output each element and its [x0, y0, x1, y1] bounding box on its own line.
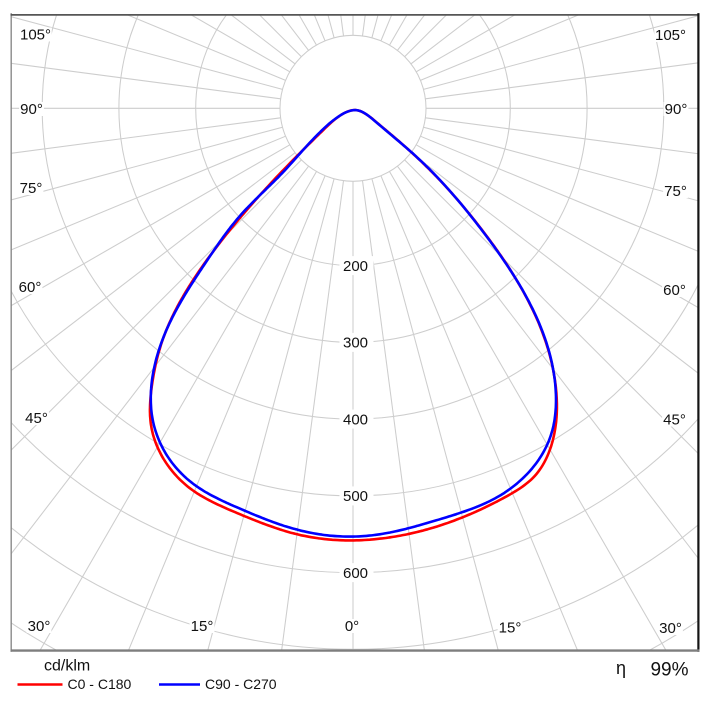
svg-text:105°: 105° [655, 27, 686, 44]
svg-text:15°: 15° [499, 620, 522, 637]
svg-text:90°: 90° [665, 101, 688, 118]
svg-text:cd/klm: cd/klm [44, 658, 90, 675]
svg-text:600: 600 [343, 565, 368, 582]
svg-text:75°: 75° [664, 183, 687, 200]
svg-text:500: 500 [343, 488, 368, 505]
svg-text:45°: 45° [25, 410, 48, 427]
svg-text:C0 - C180: C0 - C180 [68, 676, 132, 692]
svg-text:300: 300 [343, 335, 368, 352]
svg-text:60°: 60° [19, 279, 42, 296]
svg-text:90°: 90° [20, 101, 43, 118]
svg-text:η: η [616, 658, 626, 678]
svg-text:75°: 75° [20, 180, 43, 197]
svg-text:C90 - C270: C90 - C270 [205, 676, 277, 692]
svg-text:30°: 30° [28, 618, 51, 635]
svg-text:105°: 105° [20, 27, 51, 44]
svg-text:60°: 60° [663, 282, 686, 299]
svg-text:45°: 45° [663, 412, 686, 429]
svg-text:30°: 30° [659, 620, 682, 637]
svg-text:99%: 99% [650, 660, 688, 681]
svg-text:15°: 15° [191, 618, 214, 635]
svg-text:200: 200 [343, 258, 368, 275]
svg-text:400: 400 [343, 411, 368, 428]
svg-text:0°: 0° [345, 618, 359, 635]
